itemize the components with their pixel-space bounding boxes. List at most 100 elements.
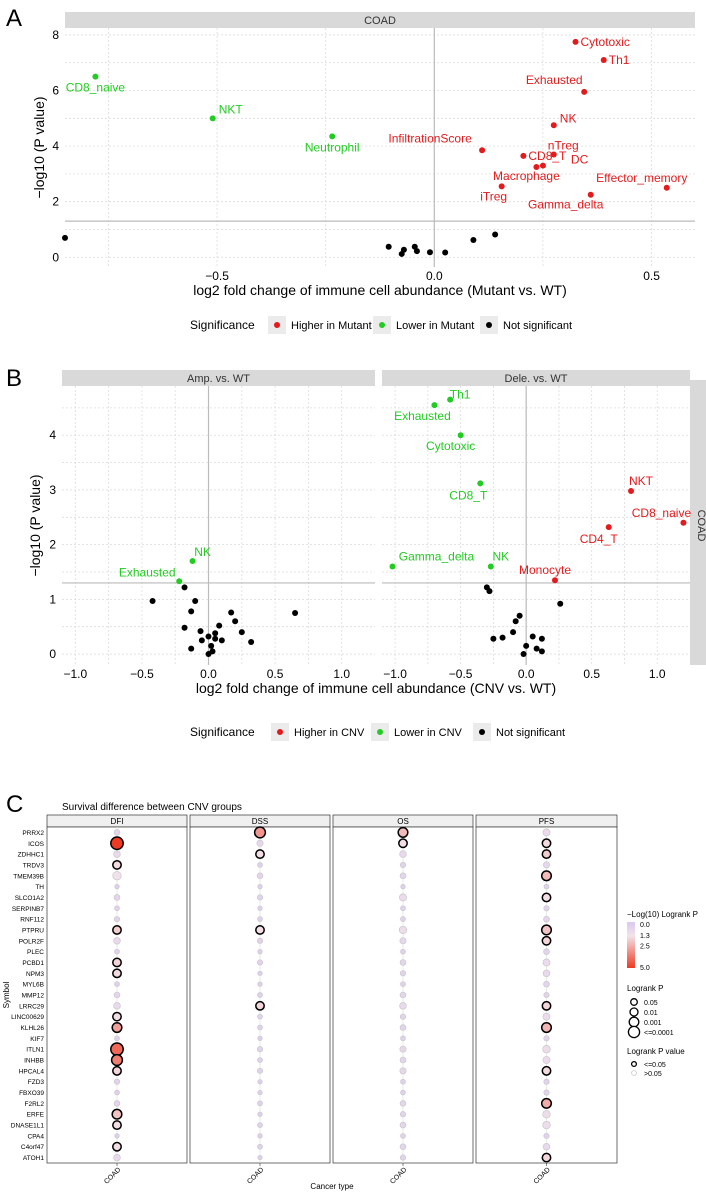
facet-strip-label: DFI <box>111 817 124 826</box>
survival-dot <box>113 894 121 901</box>
survival-dot <box>542 1056 551 1064</box>
survival-dot <box>257 1035 263 1041</box>
survival-dot <box>257 916 263 922</box>
survival-dot <box>399 991 407 999</box>
data-point <box>238 629 245 636</box>
survival-dot <box>399 893 407 902</box>
survival-dot <box>112 1011 122 1022</box>
point-label: Exhausted <box>526 73 583 87</box>
data-point <box>209 115 216 122</box>
gene-label: DNASE1L1 <box>11 1123 45 1130</box>
legend-label: Not significant <box>503 320 572 332</box>
survival-dot <box>542 1045 551 1054</box>
data-point <box>149 597 156 604</box>
survival-dot <box>398 838 408 849</box>
survival-dot <box>541 1152 552 1163</box>
y-tick-label: 3 <box>49 483 56 497</box>
gene-label: PLEC <box>27 949 44 956</box>
survival-dot <box>540 870 553 882</box>
sig-legend-label: <=0.05 <box>644 1062 666 1069</box>
survival-dot <box>399 1154 407 1161</box>
point-label: iTreg <box>480 189 507 203</box>
survival-dot <box>543 980 550 988</box>
gene-label: KLHL26 <box>21 1025 45 1032</box>
point-label: NK <box>560 111 577 125</box>
data-point <box>189 558 196 565</box>
facet-strip <box>382 370 690 386</box>
survival-dot <box>541 892 552 903</box>
x-tick-label: −1.0 <box>63 667 87 681</box>
point-label: Neutrophil <box>305 140 360 154</box>
survival-dot <box>256 937 264 944</box>
facet-strip-label: PFS <box>539 817 555 826</box>
survival-dot <box>542 1143 551 1151</box>
survival-dot <box>542 969 551 978</box>
y-tick-label: 1 <box>49 592 56 606</box>
survival-dot <box>543 861 550 869</box>
data-point <box>197 628 204 635</box>
survival-dot <box>399 1100 407 1107</box>
survival-dot <box>257 1079 263 1085</box>
survival-dot <box>399 1045 407 1053</box>
survival-dot <box>399 1013 407 1020</box>
data-point <box>538 648 545 655</box>
point-label: NK <box>194 545 211 559</box>
data-point <box>499 634 506 641</box>
panel-c: C Survival difference between CNV groups D… <box>2 791 698 1191</box>
data-point <box>447 396 454 403</box>
point-label: NK <box>492 550 509 564</box>
point-label: nTreg <box>548 138 579 152</box>
gene-label: NPM3 <box>26 971 44 978</box>
survival-dot <box>112 968 122 979</box>
survival-dot <box>110 1042 124 1057</box>
y-tick-label: 0 <box>49 647 56 661</box>
survival-dot <box>400 905 406 912</box>
y-tick-label: 4 <box>52 139 59 153</box>
data-point <box>510 629 517 636</box>
survival-dot <box>113 937 121 945</box>
x-tick-label: −0.5 <box>449 667 473 681</box>
survival-dot <box>257 1024 263 1031</box>
survival-dot <box>257 862 263 868</box>
size-legend-circle <box>628 1016 640 1028</box>
survival-dot <box>400 981 406 987</box>
survival-dot <box>256 959 264 966</box>
data-point <box>208 642 215 649</box>
survival-dot <box>114 1035 120 1042</box>
size-legend-title: Logrank P <box>627 984 663 993</box>
x-tick-label: 1.0 <box>333 667 350 681</box>
gene-label: ATOH1 <box>23 1155 44 1162</box>
y-tick-label: 0 <box>52 250 59 264</box>
data-point <box>552 577 559 584</box>
point-label: Macrophage <box>493 169 560 183</box>
survival-dot <box>543 1132 550 1139</box>
panel-c-letter: C <box>6 791 23 818</box>
survival-dot <box>543 883 550 890</box>
data-point <box>550 151 557 158</box>
x-tick-label: 0.0 <box>200 667 217 681</box>
data-point <box>212 635 219 642</box>
x-tick-label: 0.0 <box>518 667 535 681</box>
x-tick-label: 1.0 <box>649 667 666 681</box>
survival-dot <box>257 905 263 911</box>
survival-dot <box>114 905 120 912</box>
point-label: Gamma_delta <box>528 198 604 212</box>
y-tick-label: 8 <box>52 28 59 42</box>
data-point <box>605 524 612 531</box>
point-label: Th1 <box>609 53 630 67</box>
data-point <box>539 162 546 169</box>
legend-title: Significance <box>190 318 255 332</box>
x-axis-label: log2 fold change of immune cell abundanc… <box>193 282 567 298</box>
data-point <box>572 38 579 45</box>
colorbar <box>627 922 635 968</box>
survival-dot <box>542 828 551 837</box>
data-point <box>400 246 407 253</box>
point-label: CD8_T <box>528 149 567 163</box>
legend-title: Significance <box>190 725 255 739</box>
gene-label: KIF7 <box>30 1036 44 1043</box>
data-point <box>92 73 99 80</box>
data-point <box>431 402 438 409</box>
survival-dot <box>256 872 264 880</box>
data-point <box>600 56 607 63</box>
data-point <box>516 612 523 619</box>
